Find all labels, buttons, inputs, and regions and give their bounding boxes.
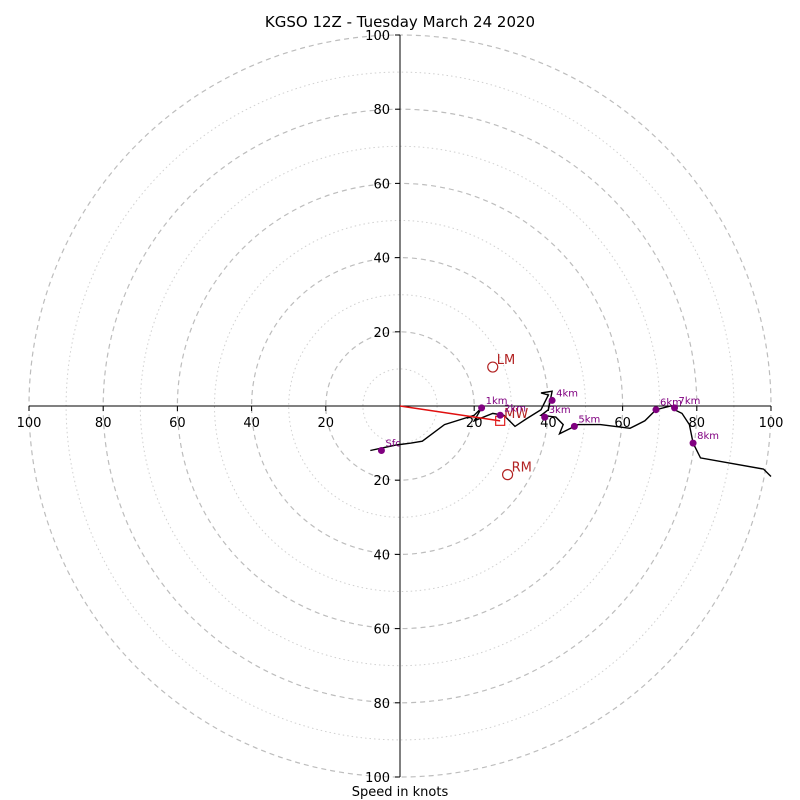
storm-marker-lm: [487, 361, 499, 373]
height-marker-5km: [570, 422, 578, 430]
height-label-6km: 6km: [660, 398, 682, 409]
height-label-4km: 4km: [556, 388, 578, 399]
storm-marker-rm: [501, 469, 514, 481]
y-tick-label: 60: [373, 177, 390, 192]
storm-label-lm: LM: [497, 353, 515, 368]
height-label-1km: 1km: [486, 396, 508, 407]
shear-vector-group: [399, 405, 501, 422]
height-marker-7km: [671, 404, 679, 412]
y-tick-label: 40: [373, 252, 390, 267]
height-marker-sfc: [377, 447, 385, 455]
height-marker-8km: [689, 439, 697, 447]
height-label-3km: 3km: [549, 405, 571, 416]
height-label-5km: 5km: [578, 414, 600, 425]
y-tick-label: 100: [365, 771, 390, 786]
chart-title: KGSO 12Z - Tuesday March 24 2020: [265, 13, 535, 31]
storm-label-rm: RM: [512, 461, 532, 476]
height-marker-6km: [652, 406, 660, 414]
height-label-7km: 7km: [679, 396, 701, 407]
y-tick-label: 20: [373, 474, 390, 489]
height-label-2km: 2km: [504, 403, 526, 414]
height-marker-4km: [548, 396, 556, 404]
y-tick-label: 20: [373, 326, 390, 341]
x-tick-label: 80: [95, 416, 112, 431]
y-tick-label: 100: [365, 29, 390, 44]
storm-motion-markers: LM RM MW: [487, 353, 532, 481]
y-tick-label: 80: [373, 103, 390, 118]
x-tick-label: 60: [169, 416, 186, 431]
x-tick-label: 20: [318, 416, 335, 431]
height-marker-3km: [541, 413, 549, 421]
y-tick-label: 80: [373, 697, 390, 712]
height-label-sfc: Sfc: [385, 439, 400, 450]
storm-label-mw: MW: [504, 407, 528, 422]
y-tick-label: 60: [373, 623, 390, 638]
height-marker-2km: [496, 411, 504, 419]
height-label-8km: 8km: [697, 431, 719, 442]
y-tick-label: 40: [373, 548, 390, 563]
tick-labels: 100 80 60 40 20 20 40 60 80 100100806040202040608…: [17, 29, 784, 786]
shear-vector: [399, 405, 501, 422]
x-tick-label: 80: [689, 416, 706, 431]
x-tick-label: 100: [17, 416, 42, 431]
height-marker-1km: [478, 404, 486, 412]
x-tick-label: 40: [243, 416, 260, 431]
x-axis-label: Speed in knots: [352, 785, 449, 800]
x-tick-label: 100: [759, 416, 784, 431]
